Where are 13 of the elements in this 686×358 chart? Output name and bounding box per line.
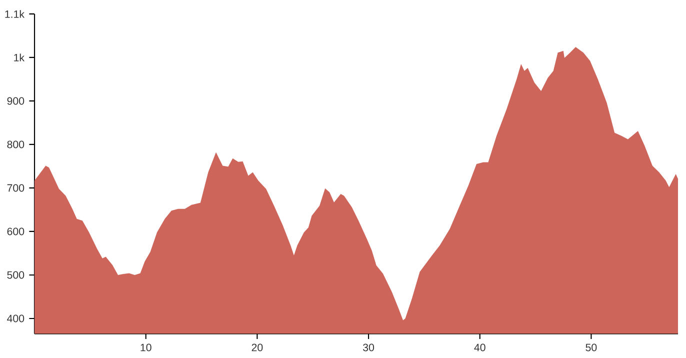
y-tick-label: 1k: [14, 54, 25, 62]
y-tick-label: 1.1k: [5, 10, 25, 18]
x-tick-label: 50: [586, 344, 597, 352]
y-tick-label: 900: [7, 97, 24, 105]
x-tick-label: 40: [474, 344, 486, 352]
y-tick-label: 500: [7, 271, 24, 279]
x-tick-label: 30: [363, 344, 374, 352]
y-tick-label: 600: [7, 228, 24, 236]
y-tick-label: 800: [7, 140, 24, 148]
x-tick-label: 10: [140, 344, 152, 352]
y-tick-label: 400: [7, 314, 24, 322]
y-tick-label: 700: [7, 184, 24, 192]
x-tick-label: 20: [252, 344, 263, 352]
